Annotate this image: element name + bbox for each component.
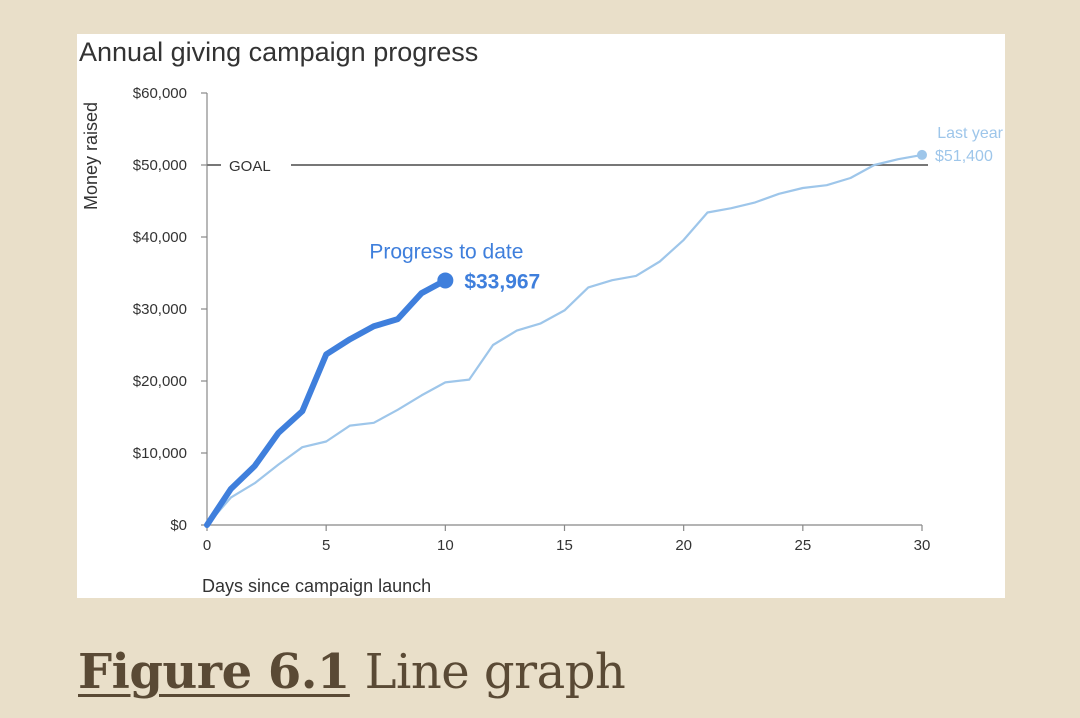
y-tick-label: $0 (170, 517, 187, 534)
x-axis-title: Days since campaign launch (202, 576, 431, 596)
x-tick-label: 30 (914, 537, 931, 554)
progress-value-label: $33,967 (464, 270, 540, 293)
x-tick-label: 15 (556, 537, 573, 554)
progress-end-point (437, 272, 454, 289)
last-year-series-name: Last year (937, 125, 1003, 142)
line-chart: Annual giving campaign progress Money ra… (79, 37, 1004, 596)
chart-title: Annual giving campaign progress (79, 37, 478, 67)
progress-line (204, 277, 449, 528)
y-tick-label: $20,000 (133, 373, 187, 390)
last-year-line (205, 153, 924, 527)
progress-series-name: Progress to date (369, 240, 523, 263)
y-axis-title: Money raised (81, 102, 101, 210)
last-year-value-label: $51,400 (935, 148, 993, 165)
y-tick-label: $50,000 (133, 157, 187, 174)
x-tick-label: 10 (437, 537, 454, 554)
goal-line-group: GOAL (207, 158, 928, 175)
y-tick-label: $60,000 (133, 85, 187, 102)
goal-label: GOAL (229, 158, 271, 175)
x-tick-label: 25 (794, 537, 811, 554)
y-tick-label: $30,000 (133, 301, 187, 318)
series-labels: Last year $51,400 Progress to date $33,967 (369, 125, 1003, 294)
y-tick-label: $10,000 (133, 445, 187, 462)
y-axis: $0 $10,000 $20,000 $30,000 $40,000 $50,000 $60… (133, 85, 208, 534)
figure-caption-text: Line graph (364, 644, 626, 700)
y-tick-label: $40,000 (133, 229, 187, 246)
x-axis: 0 5 10 15 20 25 30 (203, 524, 931, 554)
figure-caption: Figure 6.1 Line graph (78, 644, 626, 700)
x-tick-label: 20 (675, 537, 692, 554)
chart-panel: Annual giving campaign progress Money ra… (77, 34, 1005, 598)
x-tick-label: 5 (322, 537, 330, 554)
last-year-end-point (917, 149, 927, 160)
series-group (204, 149, 927, 528)
x-tick-label: 0 (203, 537, 211, 554)
figure-label: Figure 6.1 (78, 644, 350, 700)
